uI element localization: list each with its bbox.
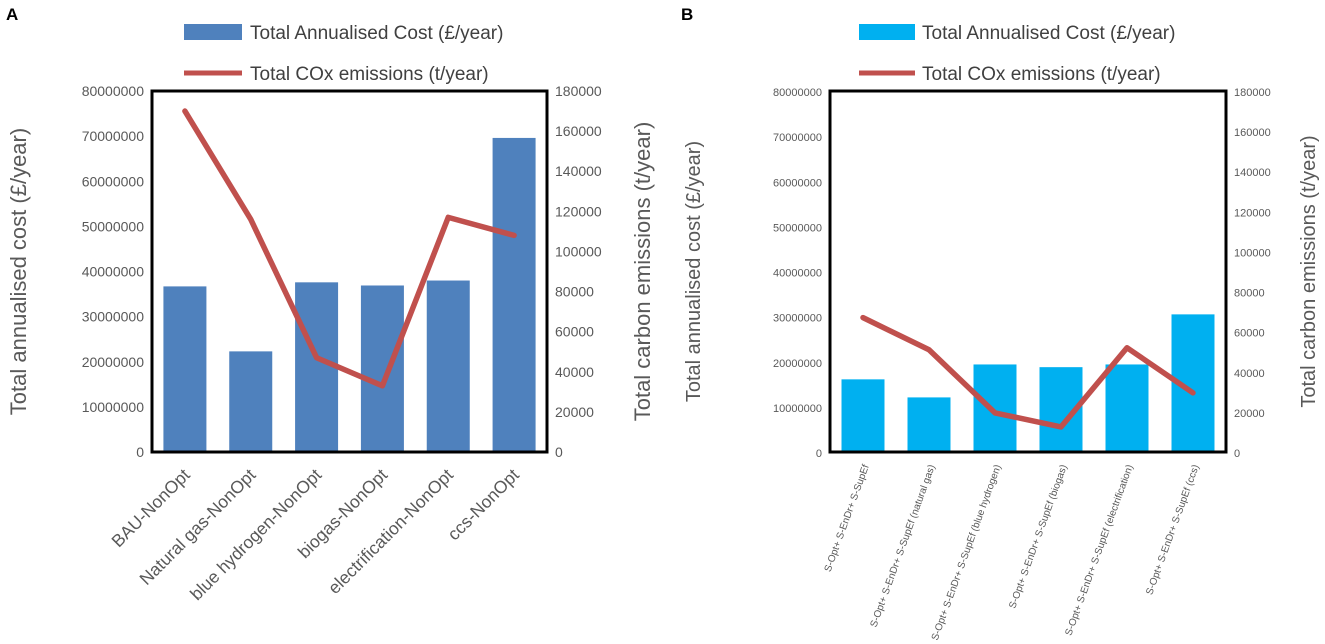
right-tick-label: 120000 <box>1234 207 1271 219</box>
left-tick-label: 70000000 <box>82 128 145 144</box>
panel-letter: B <box>681 5 693 24</box>
legend-bar-label: Total Annualised Cost (£/year) <box>250 23 503 44</box>
panel-a-chart: A Total Annualised Cost (£/year) Total COx… <box>6 5 655 604</box>
bar-5 <box>1105 364 1149 452</box>
right-tick-label: 60000 <box>555 324 594 340</box>
category-label-6: ccs-NonOpt <box>443 465 523 545</box>
bar-3 <box>973 364 1017 452</box>
left-tick-label: 10000000 <box>773 403 822 415</box>
y-axis-title-right: Total carbon emissions (t/year) <box>1298 135 1320 407</box>
bar-3 <box>295 282 339 452</box>
left-tick-label: 0 <box>816 448 822 460</box>
bar-2 <box>907 397 951 452</box>
bar-1 <box>841 379 885 452</box>
left-tick-label: 30000000 <box>82 309 145 325</box>
left-tick-label: 50000000 <box>82 218 145 234</box>
left-tick-label: 30000000 <box>773 313 822 325</box>
legend-bar-swatch <box>859 24 915 40</box>
right-tick-label: 140000 <box>1234 167 1271 179</box>
right-tick-label: 180000 <box>555 83 602 99</box>
left-tick-label: 80000000 <box>773 87 822 99</box>
left-tick-label: 80000000 <box>82 83 145 99</box>
left-tick-label: 20000000 <box>82 354 145 370</box>
right-tick-label: 40000 <box>1234 368 1265 380</box>
left-tick-label: 50000000 <box>773 222 822 234</box>
right-tick-label: 60000 <box>1234 328 1265 340</box>
category-label-5: electrification-NonOpt <box>324 465 457 598</box>
left-tick-label: 70000000 <box>773 132 822 144</box>
legend-bar-label: Total Annualised Cost (£/year) <box>922 23 1175 44</box>
category-label-4: S-Opt+ S-EnDr+ S-SupEf (biogas) <box>1007 463 1069 610</box>
y-axis-title-right: Total carbon emissions (t/year) <box>630 122 655 422</box>
left-tick-label: 60000000 <box>82 173 145 189</box>
category-label-1: S-Opt+ S-EnDr+ S-SupEf <box>823 463 872 574</box>
plot-frame <box>150 89 549 454</box>
panel-b-chart: B Total Annualised Cost (£/year) Total COx… <box>681 5 1320 642</box>
right-tick-label: 20000 <box>1234 408 1265 420</box>
right-tick-label: 120000 <box>555 203 602 219</box>
y-axis-title-left: Total annualised cost (£/year) <box>683 141 705 402</box>
left-tick-label: 20000000 <box>773 358 822 370</box>
y-axis-title-left: Total annualised cost (£/year) <box>6 128 31 415</box>
right-tick-label: 100000 <box>1234 247 1271 259</box>
right-tick-label: 40000 <box>555 364 594 380</box>
legend-bar-swatch <box>184 24 242 40</box>
right-tick-label: 160000 <box>555 123 602 139</box>
category-label-3: blue hydrogen-NonOpt <box>186 465 325 604</box>
emissions-line <box>182 108 517 389</box>
category-label-5: S-Opt+ S-EnDr+ S-SupEf (electrification) <box>1064 463 1136 637</box>
bar-1 <box>163 286 207 452</box>
bar-2 <box>229 351 273 452</box>
right-tick-label: 180000 <box>1234 87 1271 99</box>
plot-frame <box>828 89 1228 454</box>
right-tick-label: 20000 <box>555 404 594 420</box>
left-tick-label: 60000000 <box>773 177 822 189</box>
bar-5 <box>426 280 470 452</box>
panel-letter: A <box>6 5 18 24</box>
left-tick-label: 40000000 <box>773 268 822 280</box>
bar-4 <box>360 285 404 452</box>
category-label-2: Natural gas-NonOpt <box>135 465 259 589</box>
left-tick-label: 0 <box>136 444 144 460</box>
right-tick-label: 0 <box>1234 448 1240 460</box>
left-tick-label: 10000000 <box>82 399 145 415</box>
category-label-6: S-Opt+ S-EnDr+ S-SupEf (ccs) <box>1144 463 1201 596</box>
right-tick-label: 80000 <box>555 284 594 300</box>
right-tick-label: 100000 <box>555 243 602 259</box>
bar-6 <box>492 137 536 452</box>
right-tick-label: 160000 <box>1234 127 1271 139</box>
right-tick-label: 140000 <box>555 163 602 179</box>
legend-line-label: Total COx emissions (t/year) <box>922 64 1161 85</box>
category-label-2: S-Opt+ S-EnDr+ S-SupEf (natural gas) <box>869 463 938 629</box>
legend-line-label: Total COx emissions (t/year) <box>250 64 489 85</box>
right-tick-label: 0 <box>555 444 563 460</box>
category-label-3: S-Opt+ S-EnDr+ S-SupEf (blue hydrogen) <box>930 463 1004 642</box>
left-tick-label: 40000000 <box>82 264 145 280</box>
emissions-line <box>860 314 1196 430</box>
right-tick-label: 80000 <box>1234 288 1265 300</box>
